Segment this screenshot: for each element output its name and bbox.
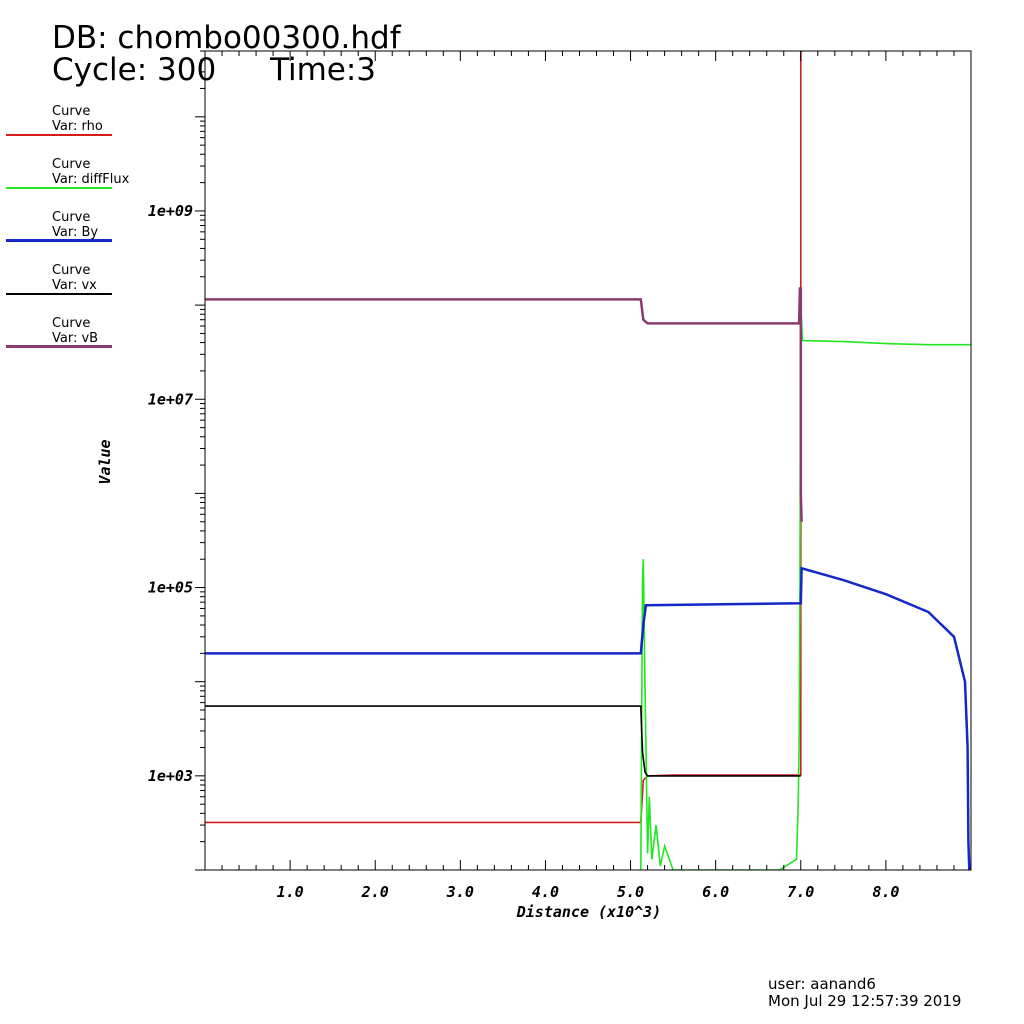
db-title: DB: chombo00300.hdf xyxy=(52,20,401,56)
x-tick-label: 6.0 xyxy=(702,883,729,901)
x-tick-label: 7.0 xyxy=(787,883,814,901)
date-label: Mon Jul 29 12:57:39 2019 xyxy=(768,992,962,1010)
legend-var-vx: Var: vx xyxy=(52,278,97,293)
tick-layer: 1.0 2.0 3.0 4.0 5.0 6.0 7.0 8.0 1e+03 1e+05 1e+07 1… xyxy=(148,50,955,901)
x-tick-label: 5.0 xyxy=(617,883,644,901)
y-tick-label: 1e+07 xyxy=(148,390,193,408)
legend-title-rho: Curve xyxy=(52,104,91,119)
x-tick-label: 8.0 xyxy=(872,883,899,901)
legend-title-vx: Curve xyxy=(52,263,91,278)
x-tick-label: 4.0 xyxy=(532,883,559,901)
legend-var-rho: Var: rho xyxy=(52,119,103,134)
plot-frame xyxy=(204,50,972,871)
legend-title-by: Curve xyxy=(52,210,91,225)
legend-swatch-rho xyxy=(6,134,112,136)
x-axis-title: Distance (x10^3) xyxy=(516,903,662,921)
time-label: Time:3 xyxy=(270,52,377,88)
series-by xyxy=(205,566,971,870)
y-axis-title: Value xyxy=(96,439,114,484)
legend-swatch-by xyxy=(6,239,112,242)
legend-var-by: Var: By xyxy=(52,225,99,240)
y-tick-label: 1e+03 xyxy=(148,767,193,785)
y-tick-label: 1e+09 xyxy=(148,202,193,220)
series-vb xyxy=(205,287,803,522)
legend-var-diffflux: Var: diffFlux xyxy=(52,172,130,187)
legend-swatch-diffflux xyxy=(6,187,112,189)
series-diffflux xyxy=(640,305,971,870)
legend-swatch-vb xyxy=(6,345,112,348)
legend-swatch-vx xyxy=(6,293,112,295)
cycle-label: Cycle: 300 xyxy=(52,52,217,88)
x-tick-label: 1.0 xyxy=(277,883,304,901)
legend-title-diffflux: Curve xyxy=(52,157,91,172)
user-label: user: aanand6 xyxy=(768,975,876,993)
series-vx xyxy=(205,705,801,777)
y-tick-label: 1e+05 xyxy=(148,579,193,597)
series-layer xyxy=(205,51,971,870)
x-tick-label: 3.0 xyxy=(446,883,474,901)
x-tick-label: 2.0 xyxy=(361,883,389,901)
legend-var-vb: Var: vB xyxy=(52,331,99,346)
legend-title-vb: Curve xyxy=(52,316,91,331)
